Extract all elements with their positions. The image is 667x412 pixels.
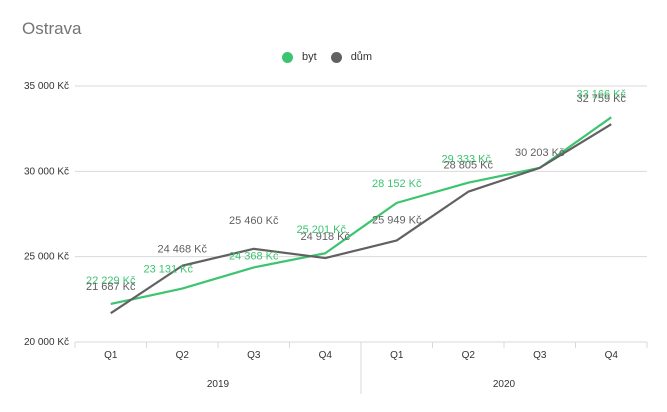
data-label-byt: 25 201 Kč [296,224,346,236]
chart-title: Ostrava [22,19,82,38]
data-label-byt: 28 152 Kč [372,178,422,190]
data-label-dum: 25 949 Kč [372,214,422,226]
legend-item-dum[interactable]: dům [330,51,373,63]
data-label-dum: 32 759 Kč [576,93,626,105]
data-label-dum: 21 687 Kč [86,281,136,293]
year-label: 2019 [207,379,230,390]
legend-marker-dum [330,51,342,63]
x-tick-label: Q2 [462,350,476,361]
series-line-byt [110,116,612,306]
data-label-byt: 23 131 Kč [143,264,193,276]
y-tick-label: 35 000 Kč [24,81,69,92]
data-label-dum: 28 805 Kč [443,160,493,172]
data-label-byt: 22 229 Kč [86,275,136,287]
data-label-byt: 33 166 Kč [576,88,626,100]
x-tick-label: Q3 [533,350,547,361]
data-label-dum: 25 460 Kč [229,215,279,227]
legend-item-byt[interactable]: byt [282,51,317,63]
y-tick-label: 25 000 Kč [24,252,69,263]
x-tick-label: Q1 [104,350,118,361]
data-label-byt: 29 333 Kč [441,154,491,166]
x-tick-label: Q3 [247,350,261,361]
year-label: 2020 [493,379,516,390]
x-tick-label: Q4 [605,350,619,361]
x-tick-label: Q1 [390,350,404,361]
y-tick-label: 20 000 Kč [24,337,69,348]
x-tick-label: Q2 [176,350,190,361]
data-label-byt: 24 368 Kč [229,250,279,262]
x-tick-label: Q4 [319,350,333,361]
legend-marker-byt [282,51,293,63]
legend-label-dum: dům [350,51,373,63]
data-label-dum: 30 203 Kč [515,147,565,159]
legend: byt dům [282,51,372,63]
series-line-dum [110,123,612,315]
y-tick-label: 30 000 Kč [24,166,69,177]
data-label-dum: 24 468 Kč [157,244,207,256]
data-label-dum: 24 918 Kč [300,231,350,243]
legend-label-byt: byt [302,51,317,63]
